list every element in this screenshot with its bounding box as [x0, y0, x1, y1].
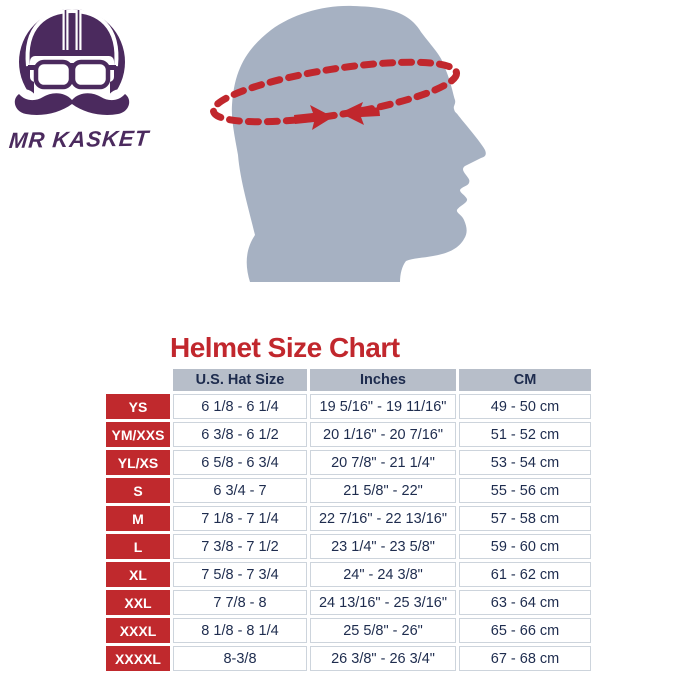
- table-row: XXXL 8 1/8 - 8 1/4 25 5/8" - 26" 65 - 66 cm: [106, 618, 591, 643]
- size-label-cell: M: [106, 506, 170, 531]
- size-value-cell: 26 3/8" - 26 3/4": [310, 646, 456, 671]
- size-value-cell: 59 - 60 cm: [459, 534, 591, 559]
- column-header-hat-size: U.S. Hat Size: [173, 369, 307, 391]
- size-label-cell: YL/XS: [106, 450, 170, 475]
- brand-logo: MR KASKET: [6, 4, 176, 154]
- size-value-cell: 21 5/8" - 22": [310, 478, 456, 503]
- size-value-cell: 57 - 58 cm: [459, 506, 591, 531]
- head-silhouette-icon: [231, 5, 486, 282]
- size-label-cell: XL: [106, 562, 170, 587]
- size-value-cell: 6 1/8 - 6 1/4: [173, 394, 307, 419]
- size-value-cell: 23 1/4" - 23 5/8": [310, 534, 456, 559]
- size-value-cell: 63 - 64 cm: [459, 590, 591, 615]
- size-value-cell: 6 3/8 - 6 1/2: [173, 422, 307, 447]
- table-row: YM/XXS 6 3/8 - 6 1/2 20 1/16" - 20 7/16" 51…: [106, 422, 591, 447]
- size-table-body: YS 6 1/8 - 6 1/4 19 5/16" - 19 11/16" 49 - …: [106, 394, 591, 671]
- size-value-cell: 25 5/8" - 26": [310, 618, 456, 643]
- size-value-cell: 7 5/8 - 7 3/4: [173, 562, 307, 587]
- head-measurement-figure: [193, 0, 528, 297]
- size-value-cell: 20 1/16" - 20 7/16": [310, 422, 456, 447]
- size-value-cell: 8-3/8: [173, 646, 307, 671]
- size-value-cell: 22 7/16" - 22 13/16": [310, 506, 456, 531]
- size-value-cell: 49 - 50 cm: [459, 394, 591, 419]
- size-label-cell: XXXXL: [106, 646, 170, 671]
- size-value-cell: 55 - 56 cm: [459, 478, 591, 503]
- size-value-cell: 6 3/4 - 7: [173, 478, 307, 503]
- table-row: YL/XS 6 5/8 - 6 3/4 20 7/8" - 21 1/4" 53 - …: [106, 450, 591, 475]
- measure-arrow-right-icon: [294, 105, 333, 130]
- measure-arrow-left-icon: [340, 102, 380, 125]
- size-value-cell: 7 1/8 - 7 1/4: [173, 506, 307, 531]
- size-value-cell: 7 7/8 - 8: [173, 590, 307, 615]
- size-value-cell: 8 1/8 - 8 1/4: [173, 618, 307, 643]
- size-value-cell: 24" - 24 3/8": [310, 562, 456, 587]
- table-row: YS 6 1/8 - 6 1/4 19 5/16" - 19 11/16" 49 - …: [106, 394, 591, 419]
- helmet-goggles-mustache-icon: [9, 8, 135, 117]
- size-value-cell: 61 - 62 cm: [459, 562, 591, 587]
- measuring-tape-band: [209, 58, 461, 126]
- page-title: Helmet Size Chart: [170, 332, 400, 363]
- table-row: XL 7 5/8 - 7 3/4 24" - 24 3/8" 61 - 62 cm: [106, 562, 591, 587]
- header-row: U.S. Hat Size Inches CM: [106, 369, 591, 391]
- brand-name: MR KASKET: [8, 125, 151, 154]
- size-label-cell: XXXL: [106, 618, 170, 643]
- size-value-cell: 53 - 54 cm: [459, 450, 591, 475]
- size-value-cell: 6 5/8 - 6 3/4: [173, 450, 307, 475]
- column-header-inches: Inches: [310, 369, 456, 391]
- corner-cell: [106, 369, 170, 391]
- helmet-size-table: U.S. Hat Size Inches CM YS 6 1/8 - 6 1/4 1…: [103, 366, 594, 674]
- size-value-cell: 51 - 52 cm: [459, 422, 591, 447]
- size-value-cell: 7 3/8 - 7 1/2: [173, 534, 307, 559]
- size-value-cell: 19 5/16" - 19 11/16": [310, 394, 456, 419]
- column-header-cm: CM: [459, 369, 591, 391]
- table-row: XXL 7 7/8 - 8 24 13/16" - 25 3/16" 63 - 64 …: [106, 590, 591, 615]
- size-value-cell: 65 - 66 cm: [459, 618, 591, 643]
- size-label-cell: S: [106, 478, 170, 503]
- size-value-cell: 24 13/16" - 25 3/16": [310, 590, 456, 615]
- size-label-cell: XXL: [106, 590, 170, 615]
- size-label-cell: YS: [106, 394, 170, 419]
- table-row: XXXXL 8-3/8 26 3/8" - 26 3/4" 67 - 68 cm: [106, 646, 591, 671]
- size-value-cell: 20 7/8" - 21 1/4": [310, 450, 456, 475]
- size-label-cell: L: [106, 534, 170, 559]
- size-value-cell: 67 - 68 cm: [459, 646, 591, 671]
- size-label-cell: YM/XXS: [106, 422, 170, 447]
